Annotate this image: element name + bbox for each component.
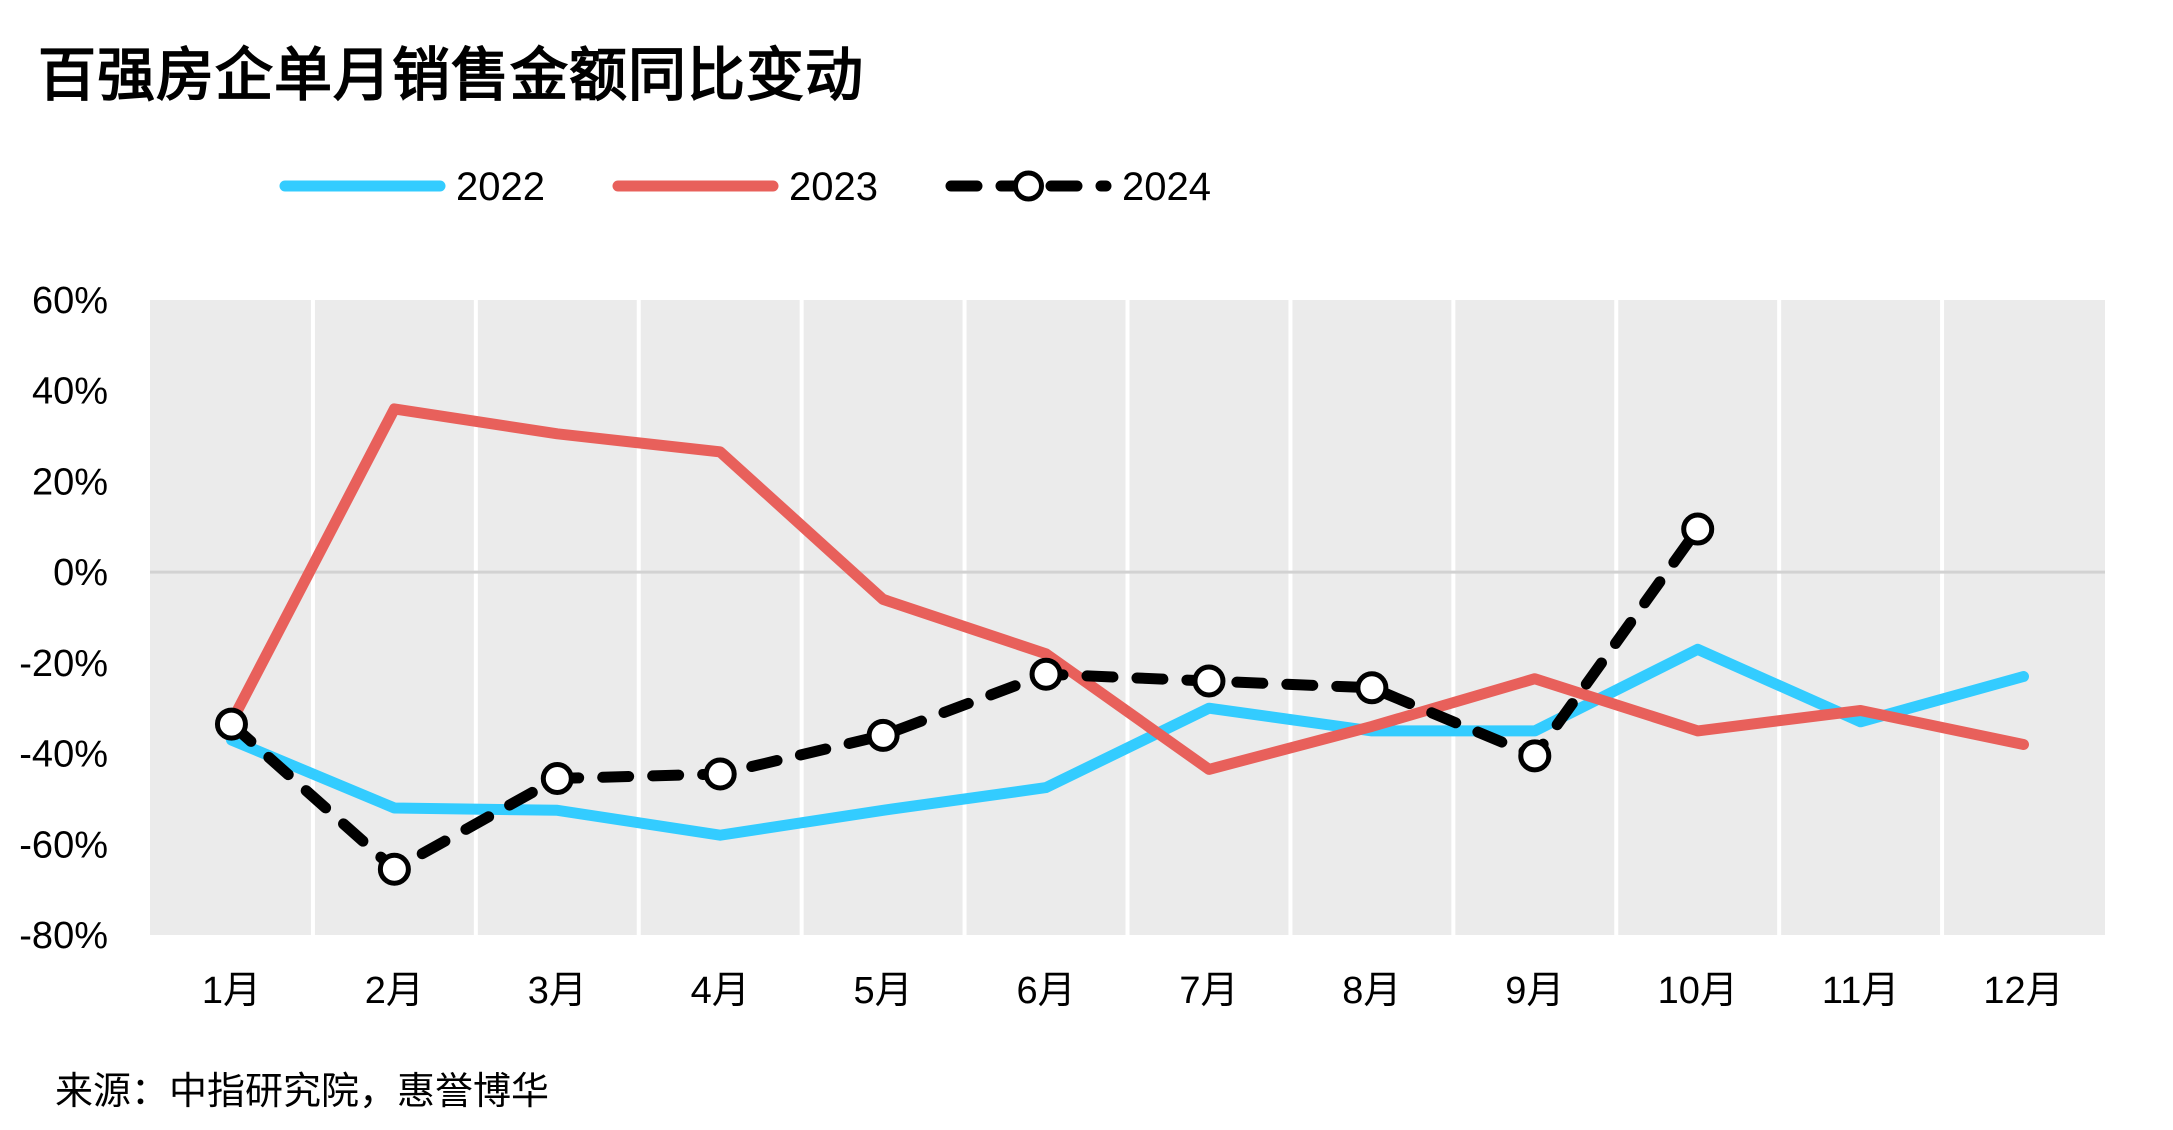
x-tick-label: 8月 (1342, 970, 1401, 1012)
y-tick-label: 20% (32, 461, 108, 503)
legend-label-2024: 2024 (1122, 165, 1211, 209)
data-point-2024 (1029, 657, 1063, 691)
x-tick-label: 6月 (1016, 970, 1075, 1012)
data-point-2024 (866, 718, 900, 752)
y-tick-label: -80% (19, 915, 108, 957)
data-point-2024 (1681, 512, 1715, 546)
x-tick-label: 3月 (528, 970, 587, 1012)
x-tick-label: 12月 (1983, 970, 2063, 1012)
series-line-2023 (226, 403, 2029, 775)
chart-title: 百强房企单月销售金额同比变动 (38, 41, 865, 109)
y-tick-label: 60% (32, 280, 108, 322)
legend-label-2022: 2022 (456, 165, 545, 209)
x-tick-label: 5月 (854, 970, 913, 1012)
x-tick-label: 10月 (1658, 970, 1738, 1012)
x-tick-label: 4月 (691, 970, 750, 1012)
data-point-2024 (540, 762, 574, 796)
data-point-2024 (377, 852, 411, 886)
x-tick-label: 9月 (1505, 970, 1564, 1012)
data-point-2024 (1518, 739, 1552, 773)
y-tick-label: -60% (19, 824, 108, 866)
series-line-2024 (226, 523, 1704, 875)
data-point-2024 (1355, 671, 1389, 705)
x-tick-label: 11月 (1822, 970, 1899, 1012)
y-tick-label: -40% (19, 734, 108, 776)
source-note: 来源：中指研究院，惠誉博华 (55, 1069, 550, 1113)
x-tick-label: 2月 (365, 970, 424, 1012)
y-tick-label: 40% (32, 371, 108, 413)
y-tick-label: -20% (19, 643, 108, 685)
legend-label-2023: 2023 (789, 165, 878, 209)
legend-marker-2024 (1013, 170, 1044, 202)
y-tick-label: 0% (53, 552, 108, 594)
x-tick-label: 7月 (1179, 970, 1238, 1012)
x-tick-label: 1月 (202, 970, 261, 1012)
data-point-2024 (703, 757, 737, 791)
data-point-2024 (214, 707, 248, 741)
series-line-2022 (226, 643, 2029, 841)
data-point-2024 (1192, 664, 1226, 698)
